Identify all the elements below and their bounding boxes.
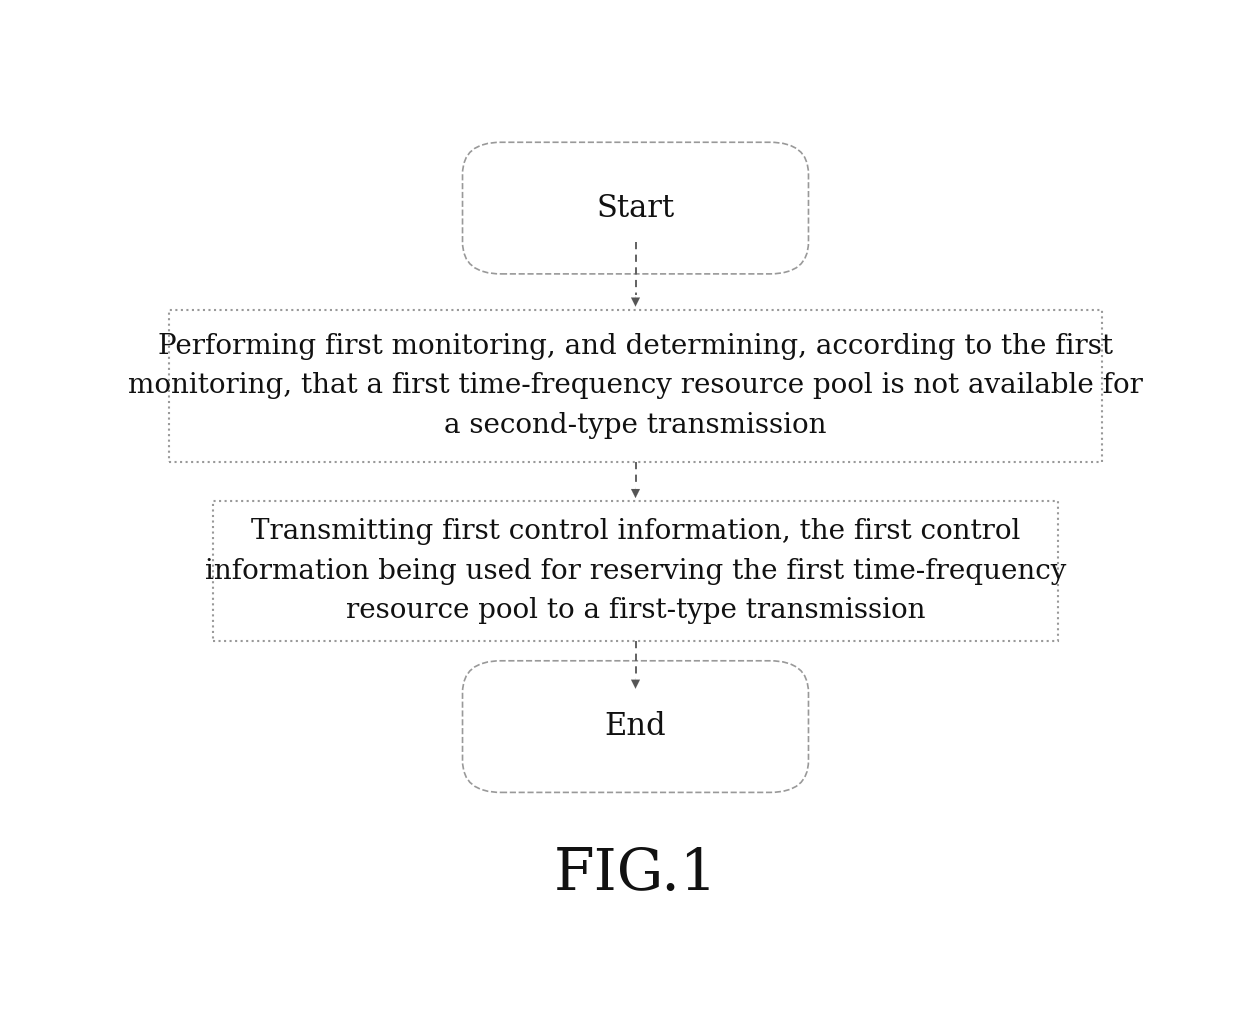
FancyBboxPatch shape [170, 310, 1101, 462]
Text: Performing first monitoring, and determining, according to the first
monitoring,: Performing first monitoring, and determi… [128, 333, 1143, 439]
FancyBboxPatch shape [213, 501, 1058, 641]
Text: Start: Start [596, 193, 675, 224]
Text: Transmitting first control information, the first control
information being used: Transmitting first control information, … [205, 518, 1066, 624]
FancyBboxPatch shape [463, 661, 808, 793]
Text: End: End [605, 711, 666, 742]
Text: FIG.1: FIG.1 [553, 846, 718, 902]
FancyBboxPatch shape [463, 142, 808, 274]
